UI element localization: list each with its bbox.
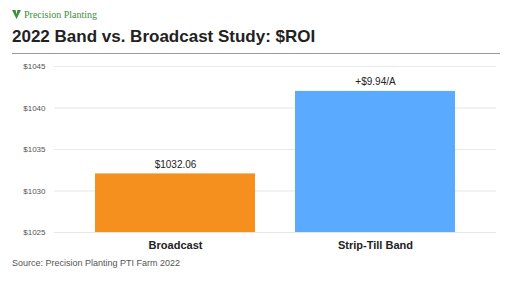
svg-text:+$9.94/A: +$9.94/A [355,76,396,87]
svg-text:$1040: $1040 [23,104,46,113]
svg-text:Strip-Till Band: Strip-Till Band [338,239,413,251]
svg-text:$1032.06: $1032.06 [155,159,197,170]
html-text:Precision Planting: Precision Planting [24,8,98,20]
svg-text:$1025: $1025 [23,228,46,237]
html-text:Source: Precision Planting PTI: Source: Precision Planting PTI Farm 2022 [12,258,181,268]
svg-text:$1045: $1045 [23,62,46,71]
svg-text:Broadcast: Broadcast [149,239,203,251]
html-text:2022 Band vs. Broadcast Study:: 2022 Band vs. Broadcast Study: $ROI [12,27,316,46]
svg-text:$1030: $1030 [23,187,46,196]
svg-text:$1035: $1035 [23,145,46,154]
